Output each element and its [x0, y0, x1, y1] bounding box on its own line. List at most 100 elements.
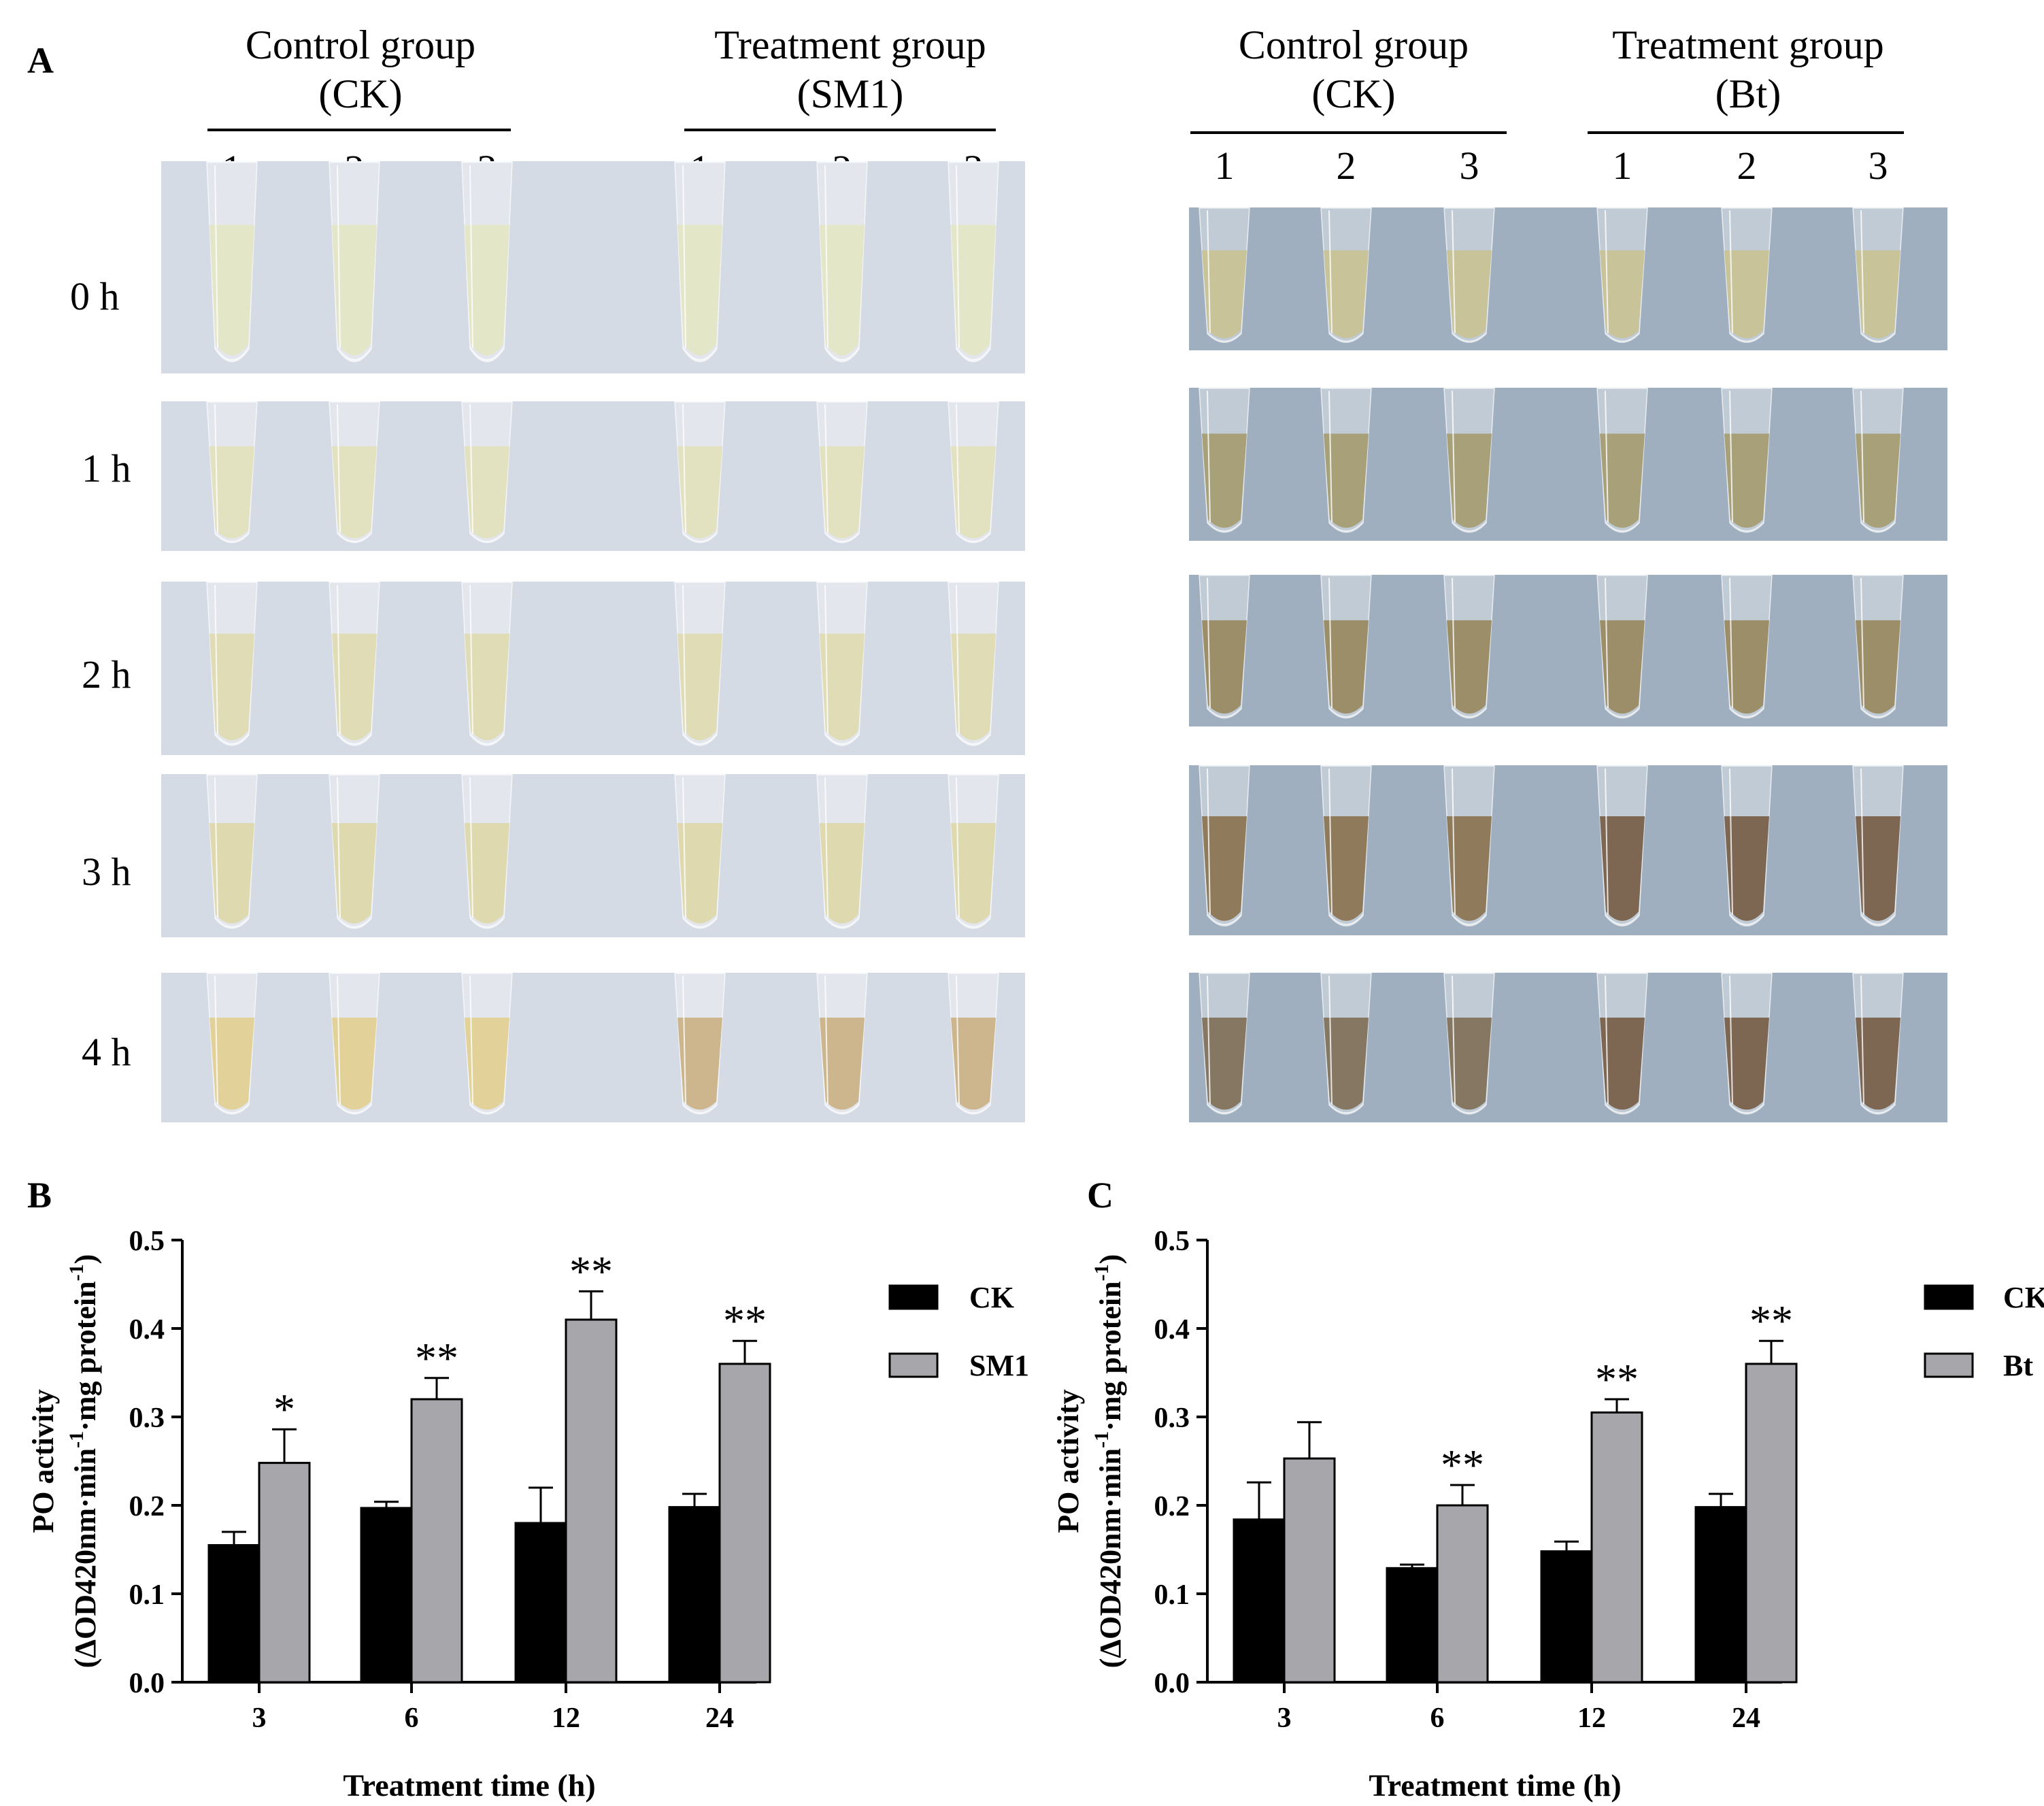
right-treatment-group-name: Treatment group: [1612, 22, 1884, 67]
tube-image: [1443, 765, 1495, 926]
significance-marker: **: [1749, 1297, 1793, 1345]
time-label-2h: 2 h: [82, 652, 131, 697]
tube-image: [1721, 388, 1773, 533]
right-control-underline: [1190, 131, 1507, 134]
x-tick-label: 3: [1277, 1703, 1292, 1734]
left-control-group-label: Control group (CK): [204, 20, 517, 118]
y-axis-unit-part: ): [1094, 1254, 1127, 1265]
tube-image: [816, 973, 868, 1115]
bar-ck: [360, 1507, 413, 1684]
right-photo-row-1: [1189, 388, 1947, 541]
tube-image: [1320, 765, 1372, 926]
tube-image: [206, 582, 258, 746]
left-treatment-group-label: Treatment group (SM1): [680, 20, 1020, 118]
tube-image: [1320, 388, 1372, 533]
tube-image: [674, 582, 726, 746]
tube-image: [948, 161, 999, 363]
tube-image: [1721, 575, 1773, 719]
tube-image: [1852, 207, 1904, 343]
tube-image: [461, 774, 513, 929]
left-photo-row-2: [161, 582, 1025, 755]
y-axis-unit-part: -1: [1090, 1264, 1113, 1281]
tube-image: [1199, 207, 1250, 343]
bar-sm1: [258, 1462, 311, 1684]
tube-image: [1721, 973, 1773, 1115]
right-control-group-code: (CK): [1311, 71, 1396, 116]
tube-image: [1443, 575, 1495, 719]
y-tick-label: 0.0: [1154, 1668, 1190, 1699]
time-label-0h: 0 h: [70, 274, 120, 318]
tube-number: 1: [1214, 144, 1235, 188]
y-axis-unit-part: (ΔOD420nm·min: [1094, 1448, 1127, 1668]
tube-image: [1852, 575, 1904, 719]
x-tick-label: 6: [405, 1703, 419, 1734]
tube-image: [674, 161, 726, 363]
y-axis-title: PO activity: [27, 1389, 60, 1533]
tube-image: [206, 774, 258, 929]
panel-a-letter: A: [27, 40, 54, 81]
x-axis-title: Treatment time (h): [1369, 1768, 1621, 1803]
tube-image: [329, 582, 380, 746]
tube-image: [329, 973, 380, 1115]
bar-ck: [1540, 1550, 1593, 1684]
significance-marker: **: [1595, 1355, 1639, 1403]
tube-number: 3: [1459, 144, 1479, 188]
legend-label: CK: [969, 1281, 1014, 1314]
tube-number: 1: [1612, 144, 1632, 188]
tube-image: [329, 401, 380, 544]
y-tick-label: 0.4: [1154, 1314, 1190, 1345]
tube-image: [816, 161, 868, 363]
legend-swatch-ck: [1924, 1284, 1974, 1310]
left-treatment-group-code: (SM1): [797, 71, 904, 116]
x-tick-label: 3: [252, 1703, 267, 1734]
tube-image: [1596, 207, 1648, 343]
y-tick-label: 0.3: [129, 1403, 165, 1434]
time-label-1h: 1 h: [82, 446, 131, 490]
tube-image: [1852, 765, 1904, 926]
y-axis-unit: (ΔOD420nm·min-1·mg protein-1): [1090, 1254, 1127, 1668]
tube-image: [461, 401, 513, 544]
x-tick-label: 24: [705, 1703, 734, 1734]
tube-image: [1320, 207, 1372, 343]
tube-image: [674, 973, 726, 1115]
y-tick-label: 0.5: [129, 1226, 165, 1257]
significance-marker: *: [273, 1385, 295, 1433]
bar-ck: [514, 1522, 567, 1684]
y-tick-label: 0.5: [1154, 1226, 1190, 1257]
tube-image: [1852, 388, 1904, 533]
x-axis-title: Treatment time (h): [343, 1768, 595, 1803]
right-control-group-name: Control group: [1238, 22, 1469, 67]
bar-ck: [1233, 1518, 1286, 1684]
legend-swatch-bt: [1924, 1352, 1974, 1378]
bar-ck: [207, 1544, 261, 1684]
legend-swatch-sm1: [888, 1352, 939, 1378]
left-photo-row-3: [161, 774, 1025, 937]
tube-image: [1721, 765, 1773, 926]
tube-image: [206, 161, 258, 363]
right-treatment-group-code: (Bt): [1715, 71, 1781, 116]
left-photo-row-4: [161, 973, 1025, 1122]
tube-image: [206, 401, 258, 544]
tube-image: [816, 401, 868, 544]
tube-image: [206, 973, 258, 1115]
tube-image: [948, 774, 999, 929]
tube-image: [1320, 973, 1372, 1115]
y-axis-title: PO activity: [1052, 1389, 1085, 1533]
left-control-group-name: Control group: [245, 22, 476, 67]
legend-swatch-ck: [888, 1284, 939, 1310]
y-tick-label: 0.3: [1154, 1403, 1190, 1434]
tube-image: [816, 774, 868, 929]
bar-sm1: [410, 1398, 463, 1684]
legend-label: SM1: [969, 1349, 1029, 1382]
bar-ck: [1694, 1506, 1747, 1684]
tube-image: [329, 774, 380, 929]
y-axis-unit-part: -1: [1090, 1431, 1113, 1448]
y-axis-unit-part: ·mg protein: [1094, 1281, 1127, 1431]
legend-label: Bt: [2003, 1349, 2033, 1382]
y-axis-unit-part: ·mg protein: [69, 1281, 102, 1431]
tube-image: [1199, 388, 1250, 533]
right-control-group-label: Control group (CK): [1197, 20, 1510, 118]
y-axis-unit: (ΔOD420nm·min-1·mg protein-1): [65, 1254, 102, 1668]
left-photo-row-1: [161, 401, 1025, 551]
bar-bt: [1745, 1362, 1798, 1684]
